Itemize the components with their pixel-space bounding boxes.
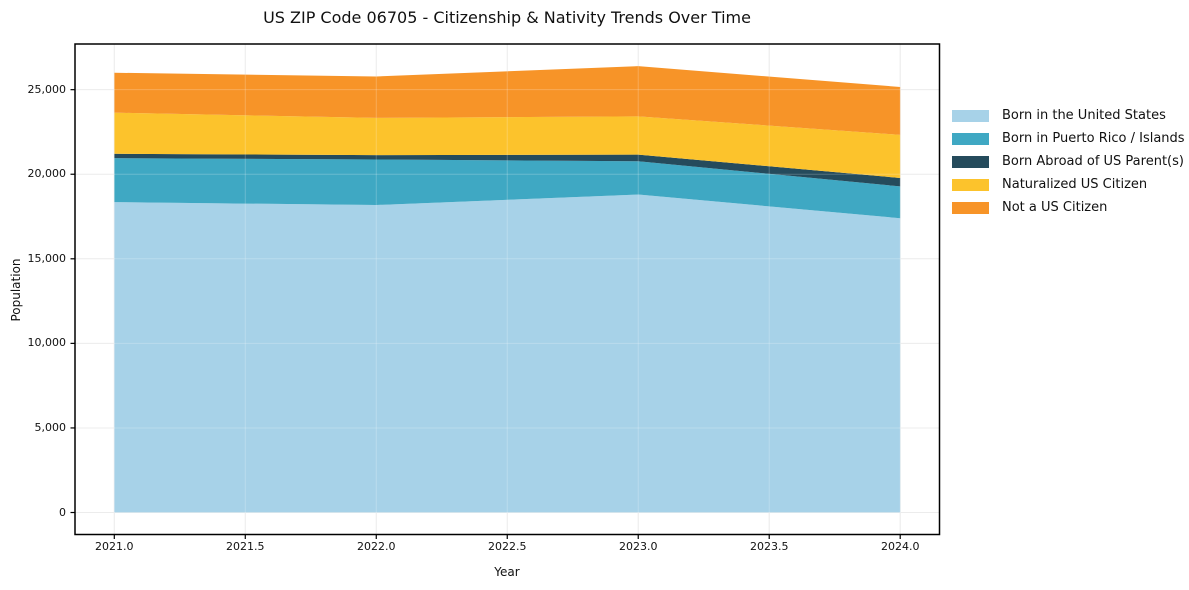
legend-swatch-not-citizen [952, 201, 989, 214]
legend-item-not-citizen: Not a US Citizen [952, 196, 1185, 219]
legend: Born in the United States Born in Puerto… [952, 104, 1185, 219]
legend-swatch-naturalized [952, 178, 989, 191]
legend-label: Not a US Citizen [1002, 200, 1108, 215]
legend-swatch-born-us [952, 109, 989, 122]
legend-label: Born Abroad of US Parent(s) [1002, 154, 1184, 169]
area-series-1 [114, 158, 901, 219]
y-tick-label: 25,000 [27, 82, 67, 96]
legend-label: Born in the United States [1002, 108, 1166, 123]
chart-title: US ZIP Code 06705 - Citizenship & Nativi… [263, 8, 751, 27]
y-tick-label: 10,000 [27, 336, 67, 350]
legend-item-naturalized: Naturalized US Citizen [952, 173, 1185, 196]
y-tick-label: 5,000 [34, 420, 67, 434]
legend-item-born-us: Born in the United States [952, 104, 1185, 127]
x-tick-label: 2022.0 [357, 540, 396, 553]
legend-item-born-pr: Born in Puerto Rico / Islands [952, 127, 1185, 150]
x-tick-label: 2022.5 [488, 540, 527, 553]
x-axis-label: Year [494, 565, 520, 579]
legend-item-born-abroad: Born Abroad of US Parent(s) [952, 150, 1185, 173]
area-series-4 [114, 66, 901, 135]
area-series-2 [114, 153, 901, 187]
legend-label: Naturalized US Citizen [1002, 177, 1148, 192]
legend-swatch-born-pr [952, 132, 989, 145]
legend-swatch-born-abroad [952, 155, 989, 168]
x-tick-label: 2023.0 [618, 540, 658, 553]
area-series-0 [114, 194, 901, 513]
area-series-3 [114, 112, 901, 178]
x-tick-label: 2023.5 [749, 540, 789, 553]
y-tick-label: 20,000 [27, 167, 67, 181]
legend-label: Born in Puerto Rico / Islands [1002, 131, 1185, 146]
y-tick-label: 15,000 [27, 251, 67, 265]
x-tick-label: 2024.0 [880, 540, 920, 553]
x-tick-label: 2021.5 [226, 540, 265, 553]
y-tick-label: 0 [59, 505, 66, 519]
x-tick-label: 2021.0 [95, 540, 134, 553]
